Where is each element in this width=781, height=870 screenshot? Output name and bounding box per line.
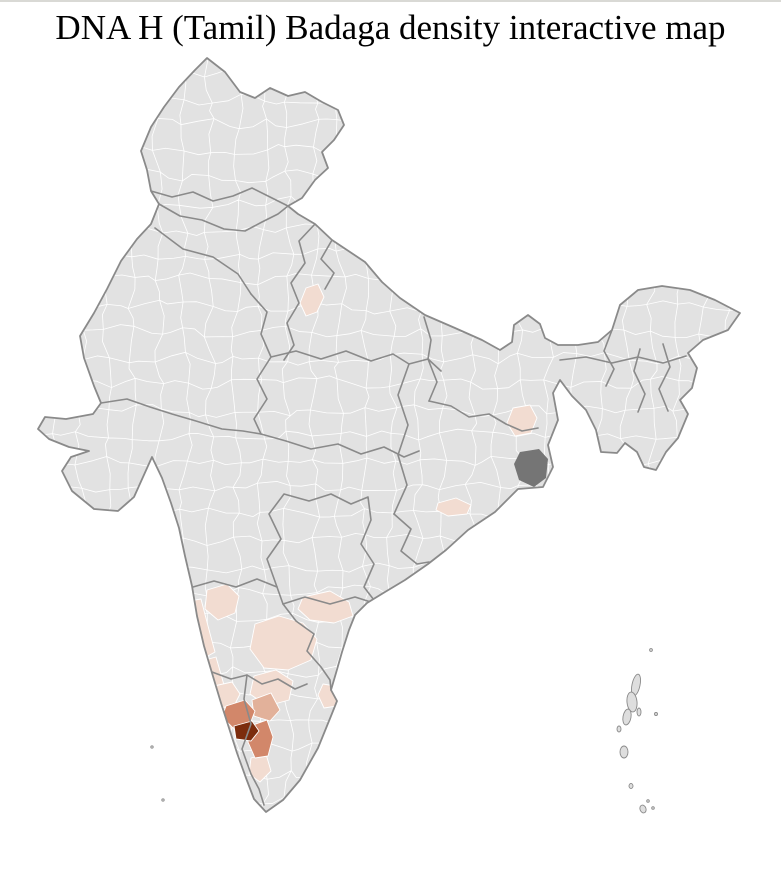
island[interactable]: [616, 725, 622, 733]
state-border: [260, 433, 420, 458]
state-border: [250, 293, 272, 435]
state-border: [393, 363, 410, 515]
state-border: [320, 239, 335, 290]
island[interactable]: [622, 708, 633, 726]
island[interactable]: [654, 712, 658, 716]
district-highlight-central-cluster[interactable]: [249, 615, 318, 671]
state-border: [603, 329, 615, 387]
state-border: [154, 227, 252, 295]
island[interactable]: [639, 804, 647, 814]
delta-region[interactable]: [514, 449, 548, 487]
islands-group[interactable]: [150, 648, 658, 814]
state-border: [423, 316, 438, 402]
state-border: [393, 513, 430, 565]
island[interactable]: [649, 648, 653, 652]
island[interactable]: [161, 798, 165, 802]
district-highlight-north-district[interactable]: [299, 283, 325, 317]
island[interactable]: [150, 745, 154, 749]
state-border: [633, 348, 646, 413]
page-title: DNA H (Tamil) Badaga density interactive…: [55, 8, 726, 47]
island[interactable]: [646, 799, 650, 803]
island[interactable]: [636, 707, 642, 717]
state-border: [266, 493, 378, 605]
island[interactable]: [651, 806, 655, 810]
state-border: [158, 203, 289, 232]
state-border: [270, 350, 442, 372]
window-top-edge: [0, 0, 781, 2]
state-border: [658, 343, 671, 412]
state-border: [192, 578, 278, 588]
country-outline: [37, 57, 741, 813]
district-highlight-east-coast-district[interactable]: [435, 497, 472, 517]
state-border: [283, 223, 316, 361]
district-highlight-core-district[interactable]: [233, 720, 260, 742]
state-border: [282, 603, 332, 691]
state-border: [428, 400, 539, 432]
state-border: [150, 187, 289, 207]
state-border: [211, 671, 308, 690]
island[interactable]: [619, 745, 629, 759]
island[interactable]: [628, 783, 634, 789]
state-border: [241, 674, 265, 806]
island[interactable]: [626, 691, 638, 713]
state-border: [559, 355, 687, 364]
state-border: [100, 398, 262, 435]
